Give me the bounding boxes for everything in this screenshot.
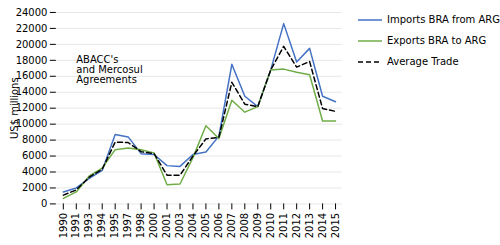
- svg-text:12000: 12000: [16, 102, 48, 113]
- svg-text:2001: 2001: [161, 213, 172, 238]
- svg-text:1993: 1993: [83, 213, 94, 238]
- svg-text:10000: 10000: [16, 118, 48, 129]
- svg-text:1990: 1990: [58, 213, 69, 238]
- html-text:Imports BRA from ARG: Imports BRA from ARG: [387, 14, 500, 25]
- svg-text:1994: 1994: [96, 213, 107, 238]
- svg-text:2010: 2010: [265, 213, 276, 238]
- svg-text:2005: 2005: [200, 213, 211, 238]
- svg-text:ABACC'sand MercosulAgreements: ABACC'sand MercosulAgreements: [76, 54, 142, 85]
- svg-text:2004: 2004: [187, 213, 198, 238]
- svg-text:1995: 1995: [109, 213, 120, 238]
- svg-text:2011: 2011: [278, 213, 289, 238]
- svg-text:20000: 20000: [16, 39, 48, 50]
- svg-text:16000: 16000: [16, 70, 48, 81]
- svg-text:2008: 2008: [239, 213, 250, 238]
- svg-text:1991: 1991: [70, 213, 81, 238]
- svg-text:2015: 2015: [330, 213, 341, 238]
- svg-text:4000: 4000: [22, 166, 47, 177]
- svg-text:US$ millions: US$ millions: [9, 77, 20, 139]
- svg-text:22000: 22000: [16, 23, 48, 34]
- svg-text:0: 0: [41, 198, 47, 209]
- svg-text:2007: 2007: [226, 213, 237, 238]
- svg-text:24000: 24000: [16, 7, 48, 18]
- svg-text:2009: 2009: [252, 213, 263, 238]
- svg-text:2012: 2012: [291, 213, 302, 238]
- svg-text:2014: 2014: [317, 213, 328, 238]
- html-text:Exports BRA to ARG: Exports BRA to ARG: [387, 35, 487, 46]
- svg-text:18000: 18000: [16, 55, 48, 66]
- svg-text:8000: 8000: [22, 134, 47, 145]
- svg-text:2003: 2003: [174, 213, 185, 238]
- svg-text:2006: 2006: [213, 213, 224, 238]
- svg-text:1997: 1997: [122, 213, 133, 238]
- svg-text:1998: 1998: [135, 213, 146, 238]
- svg-text:14000: 14000: [16, 86, 48, 97]
- svg-text:2000: 2000: [148, 213, 159, 238]
- svg-text:2013: 2013: [304, 213, 315, 238]
- svg-text:6000: 6000: [22, 150, 47, 161]
- html-text:Average Trade: Average Trade: [387, 56, 459, 67]
- svg-text:2000: 2000: [22, 182, 47, 193]
